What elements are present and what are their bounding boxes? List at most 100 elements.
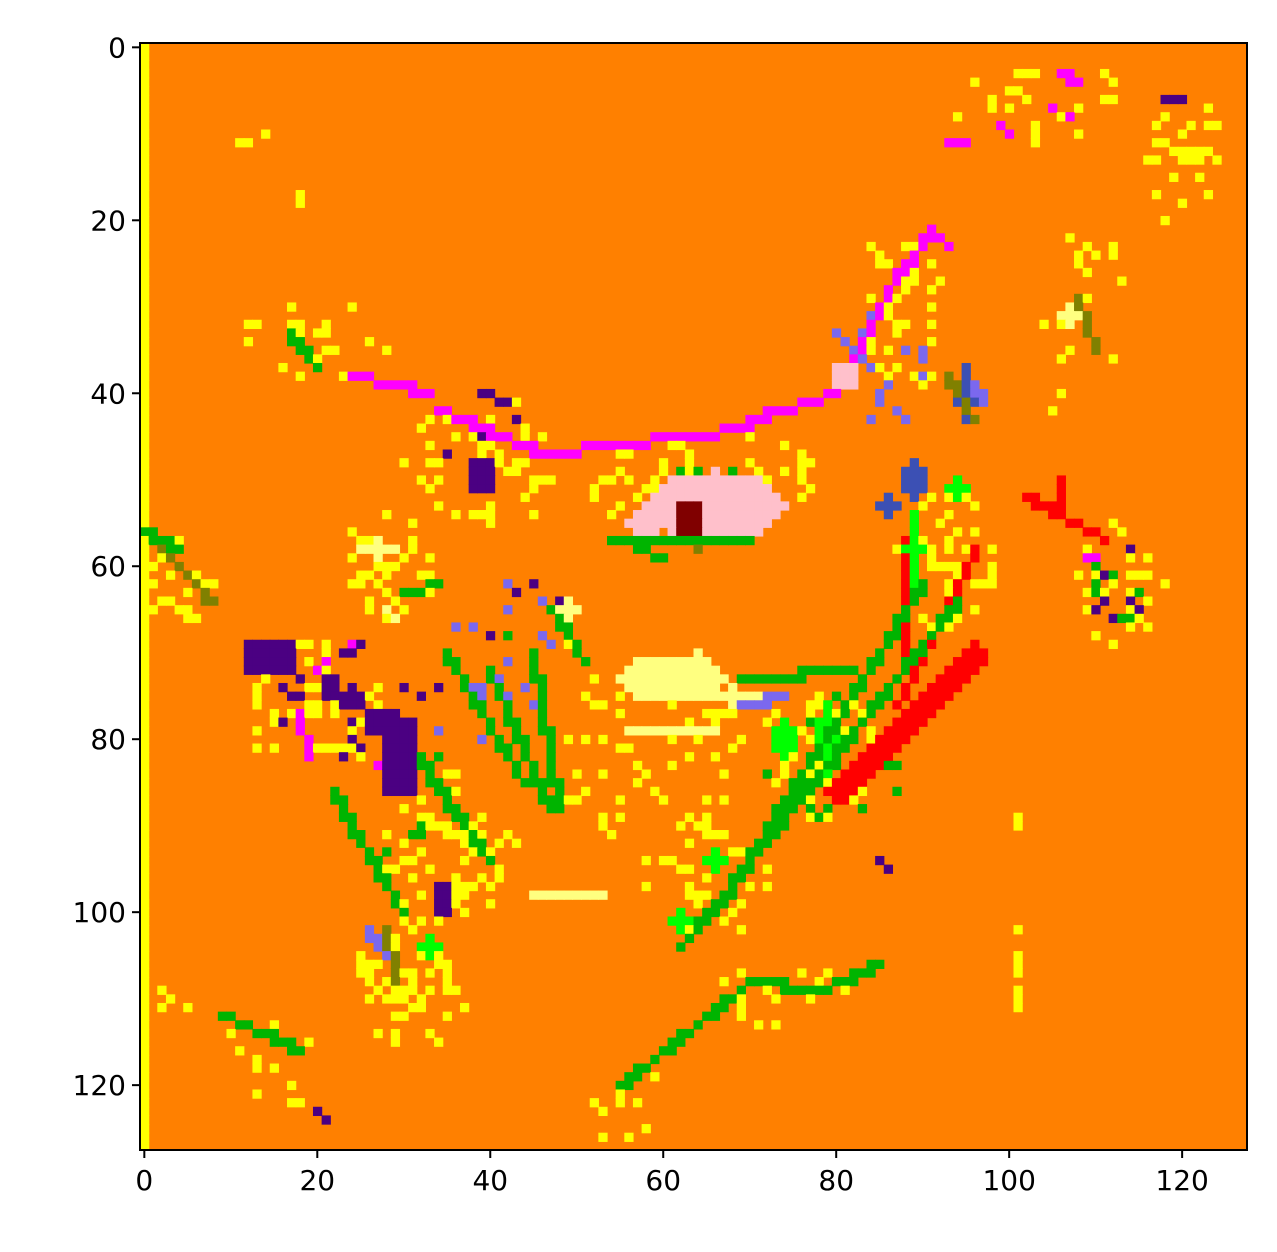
heatmap-cell <box>684 527 695 537</box>
heatmap-cell <box>140 276 150 286</box>
heatmap-cell <box>572 605 582 615</box>
heatmap-cell <box>901 622 911 632</box>
heatmap-cell <box>287 1098 297 1108</box>
heatmap-cell <box>987 570 997 580</box>
heatmap-cell <box>174 561 184 572</box>
heatmap-cell <box>529 778 539 788</box>
heatmap-cell <box>632 527 643 537</box>
heatmap-cell <box>762 821 772 831</box>
heatmap-cell <box>927 302 937 312</box>
heatmap-cell <box>823 760 833 771</box>
heatmap-cell <box>503 691 513 701</box>
heatmap-cell <box>658 492 669 502</box>
heatmap-cell <box>702 510 712 520</box>
heatmap-cell <box>1013 985 1023 995</box>
heatmap-cell <box>978 657 989 667</box>
heatmap-cell <box>970 527 980 537</box>
heatmap-cell <box>710 432 721 442</box>
heatmap-cell <box>615 535 625 546</box>
heatmap-cell <box>658 795 669 805</box>
heatmap-cell <box>165 553 176 563</box>
heatmap-cell <box>563 639 574 649</box>
heatmap-cell <box>658 458 669 468</box>
heatmap-cell <box>338 700 349 710</box>
heatmap-cell <box>641 518 651 528</box>
heatmap-cell <box>883 510 894 520</box>
heatmap-cell <box>252 639 262 649</box>
heatmap-cell <box>511 414 522 425</box>
heatmap-cell <box>382 708 392 719</box>
heatmap-cell <box>434 579 444 589</box>
heatmap-cell <box>399 916 409 926</box>
heatmap-cell <box>632 518 643 528</box>
heatmap-cell <box>468 432 478 442</box>
heatmap-cell <box>1203 120 1214 131</box>
heatmap-cell <box>702 682 712 693</box>
heatmap-cell <box>399 968 409 978</box>
heatmap-cell <box>797 726 807 736</box>
heatmap-cell <box>771 510 781 520</box>
heatmap-cell <box>944 510 954 520</box>
heatmap-cell <box>390 380 401 390</box>
heatmap-cell <box>676 657 686 667</box>
heatmap-cell <box>693 492 703 502</box>
heatmap-cell <box>901 587 911 598</box>
heatmap-cell <box>451 510 461 520</box>
heatmap-cell <box>875 752 885 762</box>
heatmap-cell <box>840 726 850 736</box>
heatmap-cell <box>667 916 677 926</box>
heatmap-cell <box>434 951 444 961</box>
heatmap-cell <box>754 484 764 494</box>
heatmap-cell <box>1039 501 1049 511</box>
heatmap-cell <box>702 527 712 537</box>
heatmap-cell <box>140 691 150 701</box>
heatmap-cell <box>650 432 660 442</box>
heatmap-cell <box>710 501 721 511</box>
heatmap-cell <box>399 994 409 1004</box>
heatmap-cell <box>952 475 963 485</box>
heatmap-cell <box>892 734 902 745</box>
heatmap-cell <box>165 570 176 580</box>
heatmap-cell <box>529 769 539 779</box>
heatmap-cell <box>814 812 824 822</box>
heatmap-cell <box>814 397 824 407</box>
heatmap-cell <box>494 449 504 459</box>
heatmap-cell <box>520 440 530 451</box>
heatmap-cell <box>883 302 894 312</box>
heatmap-cell <box>477 458 487 468</box>
heatmap-cell <box>797 475 807 485</box>
heatmap-cell <box>468 821 478 831</box>
heatmap-cell <box>140 605 150 615</box>
heatmap-cell <box>805 397 816 407</box>
heatmap-cell <box>140 518 150 528</box>
heatmap-cell <box>1091 553 1101 563</box>
heatmap-cell <box>1134 613 1144 624</box>
heatmap-cell <box>702 535 712 546</box>
heatmap-cell <box>1056 354 1066 364</box>
heatmap-cell <box>140 933 150 944</box>
heatmap-cell <box>702 674 712 684</box>
heatmap-cell <box>779 674 790 684</box>
heatmap-cell <box>849 726 859 736</box>
heatmap-cell <box>728 518 738 528</box>
heatmap-cell <box>434 726 444 736</box>
heatmap-cell <box>338 795 349 805</box>
heatmap-cell <box>140 354 150 364</box>
heatmap-cell <box>693 475 703 485</box>
heatmap-cell <box>140 527 150 537</box>
heatmap-cell <box>261 657 271 667</box>
heatmap-cell <box>710 907 721 918</box>
heatmap-cell <box>684 657 695 667</box>
heatmap-cell <box>485 414 496 425</box>
heatmap-cell <box>901 579 911 589</box>
heatmap-cell <box>520 458 530 468</box>
heatmap-cell <box>961 362 971 373</box>
heatmap-cell <box>537 717 548 727</box>
heatmap-cell <box>347 691 357 701</box>
heatmap-cell <box>1160 579 1170 589</box>
heatmap-cell <box>797 786 807 797</box>
heatmap-cell <box>667 518 677 528</box>
heatmap-cell <box>140 449 150 459</box>
heatmap-cell <box>416 587 426 598</box>
heatmap-cell <box>382 544 392 554</box>
